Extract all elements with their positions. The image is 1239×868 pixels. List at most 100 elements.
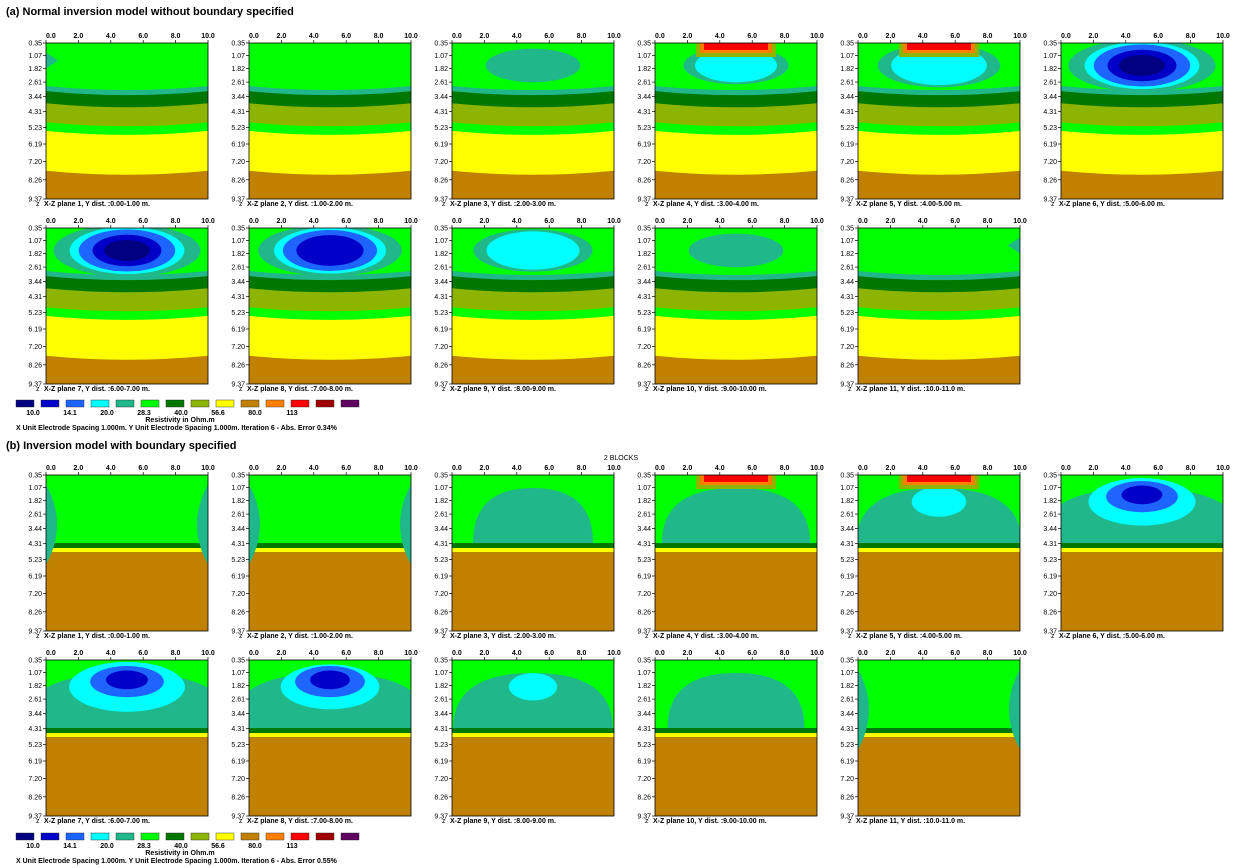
x-tick-label: 10.0 xyxy=(607,650,621,657)
panel-border xyxy=(654,42,818,200)
depth-tick-label: 7.20 xyxy=(434,591,448,598)
depth-tick-label: 0.35 xyxy=(231,41,245,48)
depth-tick-label: 0.35 xyxy=(231,658,245,665)
depth-tick-label: 8.26 xyxy=(231,362,245,369)
x-tick-label: 4.0 xyxy=(918,650,928,657)
z-axis-label: z xyxy=(36,386,40,393)
boundary-line xyxy=(46,543,208,549)
x-tick-label: 6.0 xyxy=(1153,33,1163,40)
plane-panel: 0.0 2.0 4.0 6.0 8.0 10.0 0.35 1.07 1.82 2.61 3.44 4… xyxy=(28,465,215,640)
boundary-line xyxy=(655,728,817,734)
depth-tick-label: 9.37 xyxy=(231,382,245,389)
legend-value-label: 56.6 xyxy=(211,843,225,850)
x-tick-label: 6.0 xyxy=(1153,465,1163,472)
depth-tick-label: 0.35 xyxy=(637,473,651,480)
depth-tick-label: 5.23 xyxy=(1043,557,1057,564)
depth-tick-label: 5.23 xyxy=(231,125,245,132)
depth-tick-label: 0.35 xyxy=(28,226,42,233)
depth-tick-label: 8.26 xyxy=(28,177,42,184)
depth-tick-label: 4.31 xyxy=(1043,541,1057,548)
depth-tick-label: 9.37 xyxy=(28,382,42,389)
legend-swatch xyxy=(15,399,35,408)
depth-tick-label: 0.35 xyxy=(434,226,448,233)
depth-tick-label: 4.31 xyxy=(1043,109,1057,116)
panel-border xyxy=(654,474,818,632)
legend-swatch xyxy=(240,832,260,841)
depth-tick-label: 6.19 xyxy=(434,574,448,581)
x-tick-label: 8.0 xyxy=(577,33,587,40)
legend-swatch xyxy=(265,832,285,841)
depth-tick-label: 4.31 xyxy=(840,109,854,116)
legend-swatch xyxy=(165,399,185,408)
depth-tick-label: 7.20 xyxy=(231,591,245,598)
x-tick-label: 0.0 xyxy=(1061,33,1071,40)
depth-tick-label: 9.37 xyxy=(434,382,448,389)
depth-tick-label: 7.20 xyxy=(434,776,448,783)
anomaly-contour xyxy=(1119,55,1165,76)
depth-tick-label: 5.23 xyxy=(840,125,854,132)
depth-tick-label: 1.07 xyxy=(434,485,448,492)
depth-tick-label: 1.82 xyxy=(434,683,448,690)
depth-tick-label: 8.26 xyxy=(434,609,448,616)
plane-panel: 0.0 2.0 4.0 6.0 8.0 10.0 0.35 1.07 1.82 2.61 3.44 4… xyxy=(637,218,824,393)
depth-tick-label: 5.23 xyxy=(28,557,42,564)
depth-tick-label: 5.23 xyxy=(637,742,651,749)
x-tick-label: 6.0 xyxy=(138,650,148,657)
anomaly-contour xyxy=(688,233,784,268)
depth-tick-label: 8.26 xyxy=(840,362,854,369)
depth-tick-label: 6.19 xyxy=(637,574,651,581)
x-tick-label: 4.0 xyxy=(512,218,522,225)
layer-brown xyxy=(46,170,208,199)
depth-tick-label: 7.20 xyxy=(28,344,42,351)
panel-border xyxy=(451,42,615,200)
legend-value-label: 40.0 xyxy=(174,410,188,417)
x-tick-label: 0.0 xyxy=(249,218,259,225)
depth-tick-label: 1.07 xyxy=(28,53,42,60)
depth-tick-label: 6.19 xyxy=(28,327,42,334)
depth-tick-label: 8.26 xyxy=(637,609,651,616)
x-tick-label: 0.0 xyxy=(655,33,665,40)
depth-tick-label: 1.07 xyxy=(840,485,854,492)
edge-anomaly xyxy=(400,484,411,565)
depth-tick-label: 1.82 xyxy=(840,498,854,505)
plane-panel: 0.0 2.0 4.0 6.0 8.0 10.0 0.35 1.07 1.82 2.61 3.44 4… xyxy=(637,33,824,208)
panel-border xyxy=(857,42,1021,200)
x-tick-label: 8.0 xyxy=(983,650,993,657)
x-tick-label: 6.0 xyxy=(138,465,148,472)
x-tick-label: 8.0 xyxy=(780,465,790,472)
x-tick-label: 8.0 xyxy=(577,218,587,225)
depth-tick-label: 9.37 xyxy=(28,197,42,204)
x-tick-label: 10.0 xyxy=(404,650,418,657)
depth-tick-label: 1.82 xyxy=(637,498,651,505)
layer-brown xyxy=(452,170,614,199)
x-tick-label: 2.0 xyxy=(683,218,693,225)
plane-caption: X-Z plane 9, Y dist. :8.00-9.00 m. xyxy=(450,386,556,393)
resistivity-section xyxy=(249,475,411,631)
plane-panel: 0.0 2.0 4.0 6.0 8.0 10.0 0.35 1.07 1.82 2.61 3.44 4… xyxy=(434,218,621,393)
x-tick-label: 10.0 xyxy=(201,465,215,472)
depth-tick-label: 2.61 xyxy=(231,80,245,87)
x-tick-label: 0.0 xyxy=(249,465,259,472)
z-axis-label: z xyxy=(645,818,649,825)
depth-tick-label: 2.61 xyxy=(1043,512,1057,519)
x-tick-label: 0.0 xyxy=(46,650,56,657)
x-tick-label: 4.0 xyxy=(715,33,725,40)
depth-tick-label: 7.20 xyxy=(28,159,42,166)
panel-border xyxy=(45,227,209,385)
depth-tick-label: 7.20 xyxy=(28,591,42,598)
plane-panel: 0.0 2.0 4.0 6.0 8.0 10.0 0.35 1.07 1.82 2.61 3.44 4… xyxy=(1043,465,1230,640)
depth-tick-label: 8.26 xyxy=(1043,177,1057,184)
depth-tick-label: 6.19 xyxy=(637,142,651,149)
panel-border xyxy=(654,227,818,385)
edge-anomaly xyxy=(249,484,260,565)
depth-tick-label: 4.31 xyxy=(231,294,245,301)
depth-tick-label: 4.31 xyxy=(231,109,245,116)
depth-tick-label: 1.82 xyxy=(231,498,245,505)
plane-panel: 0.0 2.0 4.0 6.0 8.0 10.0 0.35 1.07 1.82 2.61 3.44 4… xyxy=(840,465,1027,640)
x-tick-label: 10.0 xyxy=(201,218,215,225)
resistivity-section xyxy=(452,43,614,199)
legend-swatch xyxy=(115,832,135,841)
x-tick-label: 0.0 xyxy=(858,650,868,657)
x-tick-label: 8.0 xyxy=(577,465,587,472)
x-tick-label: 10.0 xyxy=(810,650,824,657)
